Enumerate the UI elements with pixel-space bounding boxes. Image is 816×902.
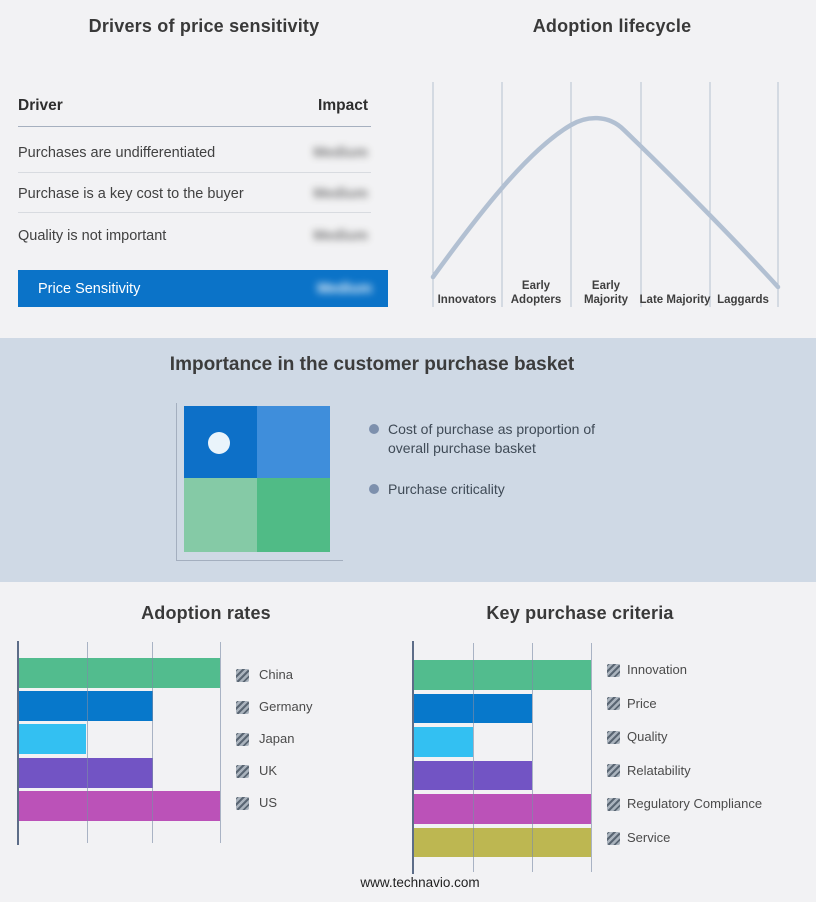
technavio-url: www.technavio.com xyxy=(360,875,480,890)
bullet-icon xyxy=(369,424,379,434)
legend-label-quality: Quality xyxy=(627,729,668,745)
gridline xyxy=(220,642,221,843)
impact-value-redacted: Medium xyxy=(313,145,368,161)
bar-regulatory-compliance xyxy=(414,794,591,824)
stage-label-early-majority: Early Majority xyxy=(583,280,629,306)
gridline xyxy=(473,643,474,872)
gridline xyxy=(87,642,88,843)
legend-label-regulatory-compliance: Regulatory Compliance xyxy=(627,796,763,812)
legend-label-germany: Germany xyxy=(259,699,313,714)
adoption-curve xyxy=(430,115,781,290)
basket-bullet-2: Purchase criticality xyxy=(388,481,505,497)
legend-swatch-china xyxy=(236,668,249,682)
legend-swatch-innovation xyxy=(607,663,620,677)
basket-bullet-1: Cost of purchase as proportion of overal… xyxy=(388,421,596,456)
bar-uk xyxy=(19,757,153,788)
purchase-basket-band xyxy=(0,338,816,582)
basket-title: Importance in the customer purchase bask… xyxy=(169,354,575,375)
impact-value-redacted: Medium xyxy=(313,186,368,202)
price-sensitivity-label: Price Sensitivity xyxy=(38,280,141,297)
gridline xyxy=(152,642,153,843)
key-purchase-criteria-title: Key purchase criteria xyxy=(486,603,674,623)
driver-row-text: Purchases are undifferentiated xyxy=(18,145,216,161)
matrix-position-dot xyxy=(208,432,230,454)
legend-label-us: US xyxy=(259,795,278,810)
stage-label-laggards: Laggards xyxy=(717,294,769,306)
bar-innovation xyxy=(414,660,591,690)
matrix-y-axis xyxy=(176,403,177,561)
bar-china xyxy=(19,658,220,688)
bar-germany xyxy=(19,691,153,722)
bullet-icon xyxy=(369,484,379,494)
legend-swatch-regulatory-compliance xyxy=(607,797,620,811)
legend-swatch-uk xyxy=(236,764,249,778)
legend-label-relatability: Relatability xyxy=(627,762,691,778)
lifecycle-title: Adoption lifecycle xyxy=(532,16,692,36)
matrix-quadrant-top-right xyxy=(257,406,330,478)
bar-service xyxy=(414,827,591,857)
stage-label-early-adopters: Early Adopters xyxy=(510,280,562,306)
bar-us xyxy=(19,790,220,821)
gridline xyxy=(532,643,533,872)
bar-japan xyxy=(19,724,86,755)
legend-label-china: China xyxy=(259,667,293,682)
table-header-rule xyxy=(18,126,371,127)
legend-label-japan: Japan xyxy=(259,731,295,746)
driver-row-text: Quality is not important xyxy=(18,228,167,244)
stage-label-late-majority: Late Majority xyxy=(639,294,711,306)
legend-swatch-quality xyxy=(607,730,620,744)
table-row-rule xyxy=(18,172,371,173)
lifecycle-gridlines xyxy=(432,82,779,307)
legend-label-price: Price xyxy=(627,695,657,711)
drivers-panel-title: Drivers of price sensitivity xyxy=(88,16,320,36)
driver-row-text: Purchase is a key cost to the buyer xyxy=(18,186,244,202)
bar-quality xyxy=(414,727,473,757)
impact-value-redacted: Medium xyxy=(313,228,368,244)
driver-column-header: Driver xyxy=(18,97,63,114)
legend-swatch-us xyxy=(236,796,249,810)
legend-swatch-japan xyxy=(236,732,249,746)
gridline xyxy=(591,643,592,872)
legend-swatch-germany xyxy=(236,700,249,714)
matrix-quadrant-bottom-left xyxy=(184,478,257,552)
table-row-rule xyxy=(18,212,371,213)
legend-swatch-price xyxy=(607,697,620,711)
price-sensitivity-impact-redacted: Medium xyxy=(317,280,372,297)
matrix-quadrant-bottom-right xyxy=(257,478,330,552)
adoption-rates-title: Adoption rates xyxy=(141,603,271,623)
price-sensitivity-highlight-bar: Price Sensitivity Medium xyxy=(18,270,388,307)
matrix-x-axis xyxy=(176,560,343,561)
impact-column-header: Impact xyxy=(318,97,368,114)
adoption-lifecycle-chart xyxy=(430,82,781,307)
legend-label-innovation: Innovation xyxy=(627,662,687,677)
legend-swatch-relatability xyxy=(607,764,620,778)
y-axis-line xyxy=(17,641,19,845)
y-axis-line xyxy=(412,641,414,874)
stage-label-innovators: Innovators xyxy=(437,294,497,306)
legend-label-uk: UK xyxy=(259,763,278,778)
legend-label-service: Service xyxy=(627,830,671,845)
legend-swatch-service xyxy=(607,831,620,845)
